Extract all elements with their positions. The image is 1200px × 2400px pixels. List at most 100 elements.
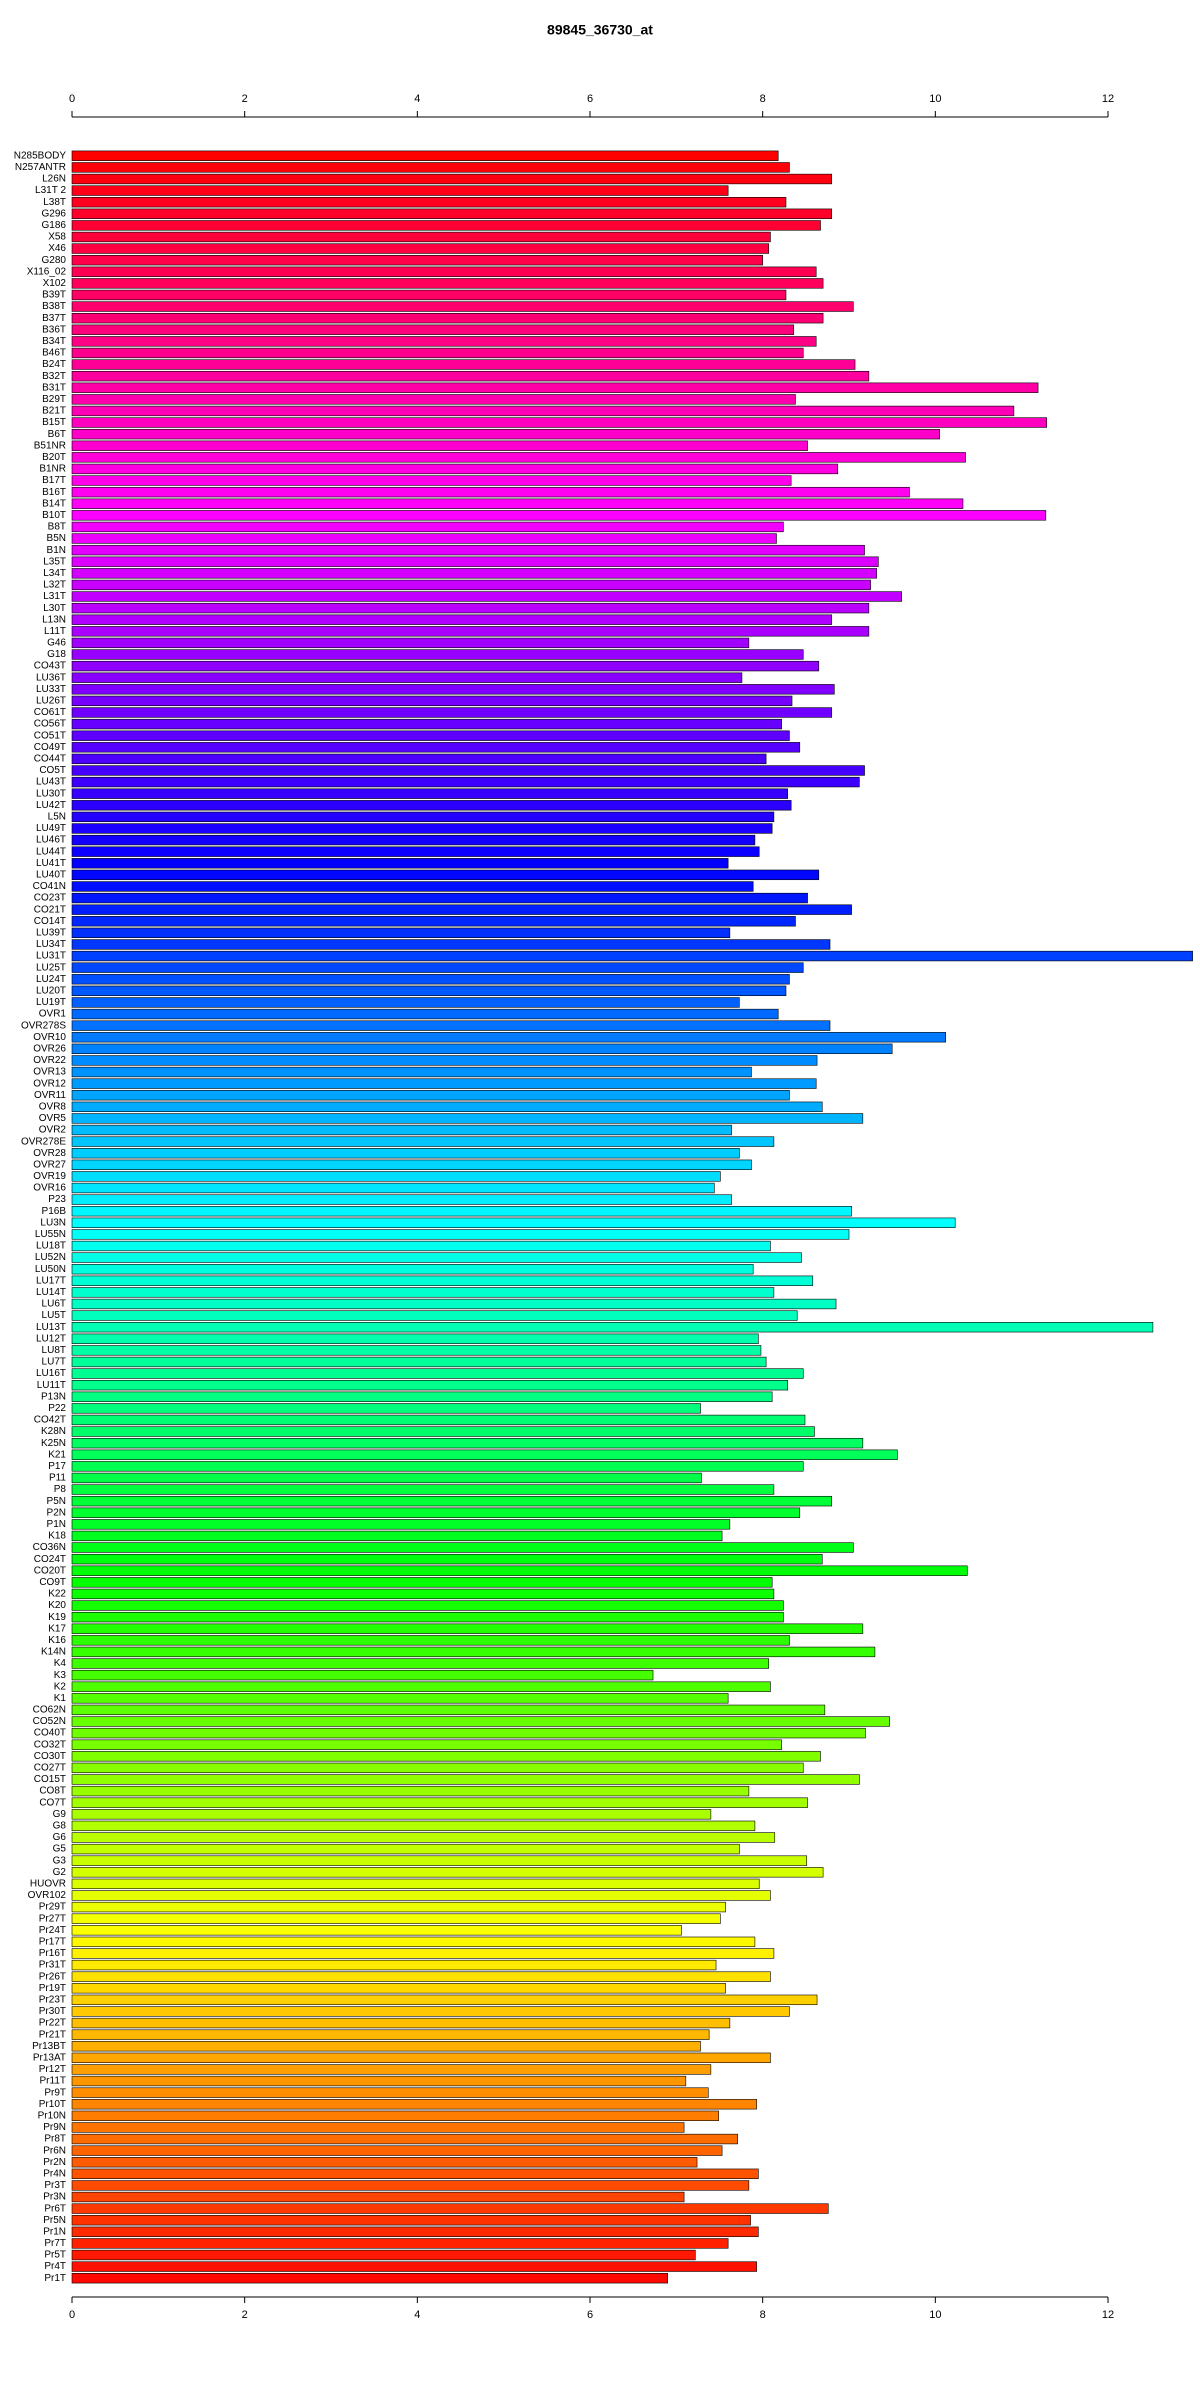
y-tick-label: P8 — [54, 1484, 67, 1495]
y-tick-label: K28N — [41, 1426, 66, 1437]
bar — [71, 197, 787, 208]
y-tick-label: LU19T — [36, 997, 66, 1008]
bar — [71, 1809, 712, 1820]
y-tick-label: LU20T — [36, 985, 66, 996]
bar — [71, 1878, 760, 1890]
bar — [71, 359, 856, 370]
y-tick-label: OVR102 — [28, 1890, 67, 1901]
y-tick-label: Pr4T — [44, 2261, 66, 2272]
bar — [71, 1414, 806, 1426]
bar — [71, 463, 839, 475]
y-tick-label: B8T — [48, 522, 66, 533]
y-tick-label: L26N — [42, 174, 66, 185]
bar — [71, 1553, 823, 1565]
bar — [71, 347, 804, 359]
y-tick-label: Pr9T — [44, 2087, 66, 2098]
bar — [71, 1182, 715, 1194]
y-tick-label: P23 — [48, 1194, 66, 1205]
bar — [71, 1472, 702, 1484]
bar — [71, 2064, 712, 2075]
bar — [71, 533, 777, 544]
y-tick-label: CO7T — [39, 1797, 66, 1808]
y-tick-label: L13N — [42, 614, 66, 625]
x-tick-label: 0 — [69, 2309, 75, 2321]
bar — [71, 2087, 709, 2098]
y-tick-label: CO40T — [34, 1728, 66, 1739]
bar — [71, 1704, 826, 1716]
bar — [71, 1843, 740, 1855]
y-tick-label: CO44T — [34, 754, 66, 765]
bar — [71, 684, 835, 695]
y-tick-label: Pr31T — [39, 1960, 66, 1971]
y-tick-label: X58 — [48, 232, 66, 243]
y-tick-label: Pr23T — [39, 1994, 66, 2005]
y-tick-label: G8 — [53, 1821, 67, 1832]
bar — [71, 1426, 815, 1437]
y-tick-label: CO21T — [34, 904, 66, 915]
bar — [71, 707, 833, 718]
bar — [71, 1983, 726, 1994]
y-tick-label: B1N — [47, 545, 66, 556]
y-tick-label: B16T — [42, 487, 66, 498]
y-tick-label: CO41N — [33, 881, 66, 892]
y-tick-label: CO27T — [34, 1763, 66, 1774]
y-tick-label: OVR1 — [39, 1009, 67, 1020]
bar — [71, 730, 790, 741]
bar — [71, 1136, 775, 1147]
y-tick-label: B39T — [42, 290, 66, 301]
y-tick-label: K25N — [41, 1438, 66, 1449]
y-tick-label: OVR27 — [33, 1159, 66, 1170]
y-tick-label: G46 — [47, 638, 66, 649]
y-tick-label: P1N — [47, 1519, 66, 1530]
bar — [71, 788, 789, 799]
y-tick-label: B6T — [48, 429, 66, 440]
bar — [71, 660, 820, 672]
y-tick-label: LU40T — [36, 870, 66, 881]
y-tick-label: P17 — [48, 1461, 66, 1472]
y-tick-label: CO62N — [33, 1705, 66, 1716]
y-tick-label: LU26T — [36, 696, 66, 707]
y-tick-label: OVR26 — [33, 1043, 66, 1054]
bar — [71, 1379, 789, 1391]
bar — [71, 1078, 817, 1089]
bar — [71, 278, 824, 289]
bar — [71, 173, 833, 185]
bar — [71, 1577, 773, 1588]
y-tick-label: X116_02 — [27, 266, 67, 277]
bar — [71, 1310, 798, 1321]
y-tick-label: K4 — [54, 1658, 67, 1669]
bar — [71, 1495, 833, 1507]
y-tick-label: P22 — [48, 1403, 66, 1414]
y-tick-label: K21 — [48, 1449, 66, 1460]
y-tick-label: P5N — [47, 1496, 66, 1507]
y-tick-label: Pr29T — [39, 1902, 66, 1913]
y-tick-label: OVR278E — [21, 1136, 66, 1147]
y-tick-label: CO32T — [34, 1739, 66, 1750]
y-tick-label: K17 — [48, 1623, 66, 1634]
bar — [71, 869, 820, 881]
bar — [71, 1727, 866, 1739]
bar — [71, 1693, 729, 1704]
y-tick-label: LU36T — [36, 672, 66, 683]
y-tick-label: CO8T — [39, 1786, 66, 1797]
y-tick-label: B21T — [42, 406, 66, 417]
y-tick-label: B5N — [47, 533, 66, 544]
bar — [71, 1774, 860, 1785]
y-tick-label: K20 — [48, 1600, 66, 1611]
bar — [71, 591, 902, 602]
bar — [71, 1936, 756, 1948]
bar — [71, 1484, 775, 1495]
bar — [71, 1542, 854, 1553]
bar — [71, 1101, 823, 1112]
bar — [71, 602, 870, 614]
bar — [71, 382, 1039, 393]
bar — [71, 1867, 824, 1878]
y-tick-label: N257ANTR — [15, 162, 66, 173]
y-tick-label: B17T — [42, 475, 66, 486]
bar — [71, 1066, 752, 1078]
bar — [71, 1287, 775, 1298]
y-tick-label: Pr19T — [39, 1983, 66, 1994]
bar — [71, 1913, 721, 1924]
y-tick-label: B14T — [42, 498, 66, 509]
bar — [71, 2203, 829, 2214]
